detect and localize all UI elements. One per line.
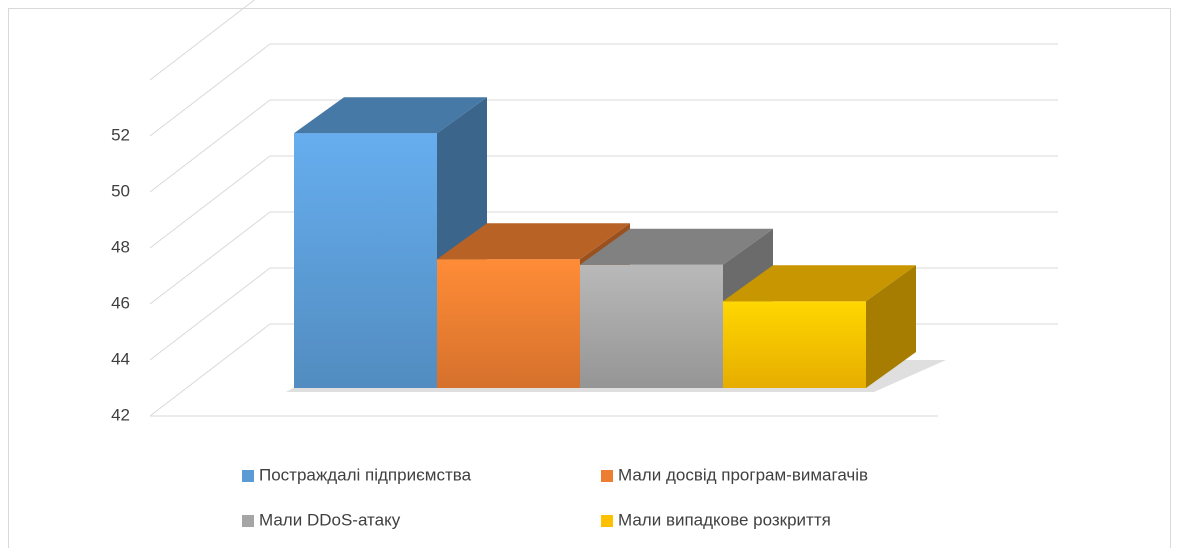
bar — [580, 264, 723, 388]
y-tick-label: 44 — [111, 349, 130, 368]
bar — [437, 259, 580, 388]
legend-swatch — [601, 470, 613, 482]
legend-label: Мали досвід програм-вимагачів — [618, 465, 868, 484]
y-tick-label: 50 — [111, 181, 130, 200]
legend-swatch — [242, 470, 254, 482]
bar — [294, 133, 437, 388]
grid-line — [149, 211, 1058, 305]
bar-top — [294, 97, 487, 134]
bar — [723, 301, 866, 388]
y-tick-label: 48 — [111, 237, 130, 256]
legend-label: Постраждалі підприємства — [259, 465, 472, 484]
legend-swatch — [601, 515, 613, 527]
bar-top — [437, 223, 630, 260]
grid-line — [149, 43, 1058, 137]
legend-label: Мали випадкове розкриття — [618, 510, 831, 529]
bar-top — [723, 265, 916, 302]
grid-line — [149, 155, 1058, 249]
grid-line — [149, 99, 1058, 193]
bar-side — [866, 265, 916, 388]
legend-swatch — [242, 515, 254, 527]
y-tick-label: 52 — [111, 125, 130, 144]
legend-label: Мали DDoS-атаку — [259, 510, 401, 529]
y-tick-label: 42 — [111, 405, 130, 424]
y-tick-label: 46 — [111, 293, 130, 312]
bar-top — [580, 228, 773, 265]
grid-line — [149, 0, 256, 81]
